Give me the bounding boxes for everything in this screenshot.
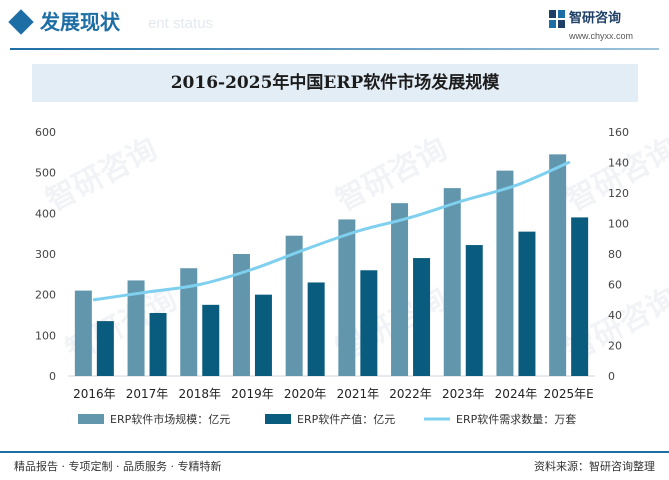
- bar-market-size: [285, 235, 303, 376]
- bar-market-size: [549, 154, 567, 376]
- y-right-tick-label: 0: [608, 370, 615, 383]
- line-demand-point: [514, 183, 518, 187]
- legend-swatch: [265, 414, 291, 424]
- y-right-tick-label: 60: [608, 279, 622, 292]
- bar-market-size: [496, 170, 514, 376]
- bar-market-size: [443, 188, 461, 376]
- y-right-tick-label: 140: [608, 157, 629, 170]
- section-header: 发展现状 ent status 智研咨询 www.chyxx.com: [0, 0, 669, 46]
- bar-output-value: [465, 245, 483, 376]
- brand-logo-icon: [549, 10, 565, 28]
- bar-output-value: [518, 231, 536, 376]
- y-right-tick-label: 100: [608, 218, 629, 231]
- bar-output-value: [307, 282, 325, 376]
- legend-swatch: [78, 414, 104, 424]
- bar-output-value: [360, 270, 378, 376]
- y-right-tick-label: 20: [608, 340, 622, 353]
- bar-output-value: [96, 321, 114, 376]
- legend-label: ERP软件产值：亿元: [297, 412, 395, 426]
- footer: 精品报告 · 专项定制 · 品质服务 · 专精特新 资料来源：智研咨询整理: [0, 451, 669, 480]
- y-left-tick-label: 200: [35, 289, 56, 302]
- line-demand-point: [567, 161, 571, 164]
- section-title: 发展现状: [40, 10, 120, 34]
- bar-output-value: [149, 312, 167, 376]
- y-left-tick-label: 400: [35, 207, 56, 220]
- brand-name: 智研咨询: [569, 11, 622, 26]
- bar-market-size: [180, 268, 198, 376]
- diamond-icon: [8, 9, 34, 35]
- bar-market-size: [127, 280, 145, 376]
- bar-market-size: [338, 219, 356, 376]
- y-left-tick-label: 500: [35, 167, 56, 180]
- bar-output-value: [202, 304, 220, 376]
- chart-area: 0 100 200 300 400 500 600 0 20 40 60 80 100 120 140 160…: [35, 126, 629, 426]
- brand-url: www.chyxx.com: [569, 31, 634, 41]
- x-tick-label: 2019年: [231, 387, 274, 401]
- line-demand-point: [461, 199, 465, 203]
- bar-market-size: [391, 203, 409, 376]
- chart-title: 2016-2025年中国ERP软件市场发展规模: [170, 73, 500, 93]
- section-title-en: ent status: [148, 15, 214, 32]
- brand: 智研咨询 www.chyxx.com: [549, 8, 659, 42]
- x-tick-label: 2023年: [442, 387, 485, 401]
- header-divider: [10, 48, 659, 50]
- y-right-tick-label: 80: [608, 248, 622, 261]
- bar-output-value: [413, 258, 431, 376]
- y-right-tick-label: 160: [608, 126, 629, 139]
- y-right-tick-label: 120: [608, 187, 629, 200]
- bar-market-size: [232, 254, 250, 376]
- x-tick-label: 2021年: [337, 387, 380, 401]
- footer-tagline: 精品报告 · 专项定制 · 品质服务 · 专精特新: [14, 460, 222, 473]
- bar-output-value: [254, 294, 272, 376]
- y-right-tick-label: 40: [608, 309, 622, 322]
- y-left-tick-label: 0: [49, 370, 56, 383]
- line-demand-point: [198, 283, 202, 286]
- chart-title-box: 2016-2025年中国ERP软件市场发展规模: [32, 64, 638, 102]
- x-tick-label: 2017年: [126, 387, 169, 401]
- x-tick-label: 2025年E: [544, 387, 594, 401]
- line-demand-point: [303, 247, 307, 251]
- x-tick-label: 2016年: [73, 387, 116, 401]
- x-tick-label: 2022年: [389, 387, 432, 401]
- line-demand-point: [409, 215, 413, 219]
- line-demand-point: [250, 267, 254, 271]
- y-left-tick-label: 100: [35, 329, 56, 342]
- y-left-tick-label: 300: [35, 248, 56, 261]
- bar-market-size: [74, 290, 92, 376]
- line-demand-point: [356, 229, 360, 233]
- y-left-tick-label: 600: [35, 126, 56, 139]
- bar-output-value: [571, 217, 589, 376]
- x-tick-label: 2018年: [178, 387, 221, 401]
- line-demand-point: [145, 290, 149, 294]
- legend-label: ERP软件市场规模：亿元: [110, 412, 230, 426]
- line-demand-quantity: [92, 161, 571, 302]
- legend-label: ERP软件需求数量：万套: [456, 412, 576, 426]
- x-tick-label: 2024年: [495, 387, 538, 401]
- x-tick-label: 2020年: [284, 387, 327, 401]
- footer-source: 资料来源：智研咨询整理: [534, 460, 655, 473]
- line-demand-point: [92, 298, 96, 302]
